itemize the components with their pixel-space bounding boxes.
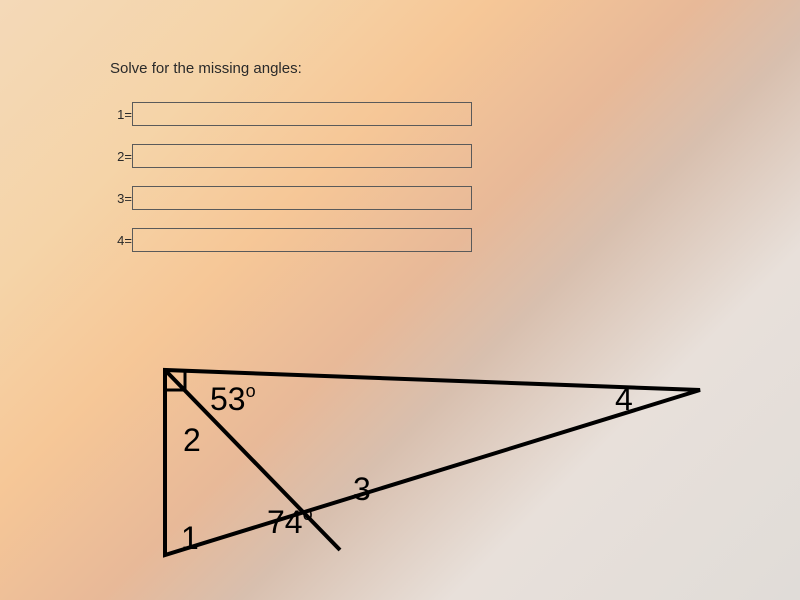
input-row-2: 2= <box>110 144 800 168</box>
input-row-3: 3= <box>110 186 800 210</box>
input-4[interactable] <box>132 228 472 252</box>
input-label-4: 4= <box>110 233 132 248</box>
angle-1: 1 <box>181 520 199 556</box>
input-label-2: 2= <box>110 149 132 164</box>
input-label-1: 1= <box>110 107 132 122</box>
worksheet: Solve for the missing angles: 1= 2= 3= 4… <box>0 0 800 252</box>
input-row-1: 1= <box>110 102 800 126</box>
angle-4: 4 <box>615 381 633 417</box>
triangle-figure: 53o2 74o 3 1 4 <box>145 355 715 575</box>
angle-2: 2 <box>183 422 201 458</box>
angle-53: 53o <box>210 381 256 417</box>
prompt-text: Solve for the missing angles: <box>110 60 800 77</box>
input-1[interactable] <box>132 102 472 126</box>
input-2[interactable] <box>132 144 472 168</box>
input-row-4: 4= <box>110 228 800 252</box>
angle-74: 74o <box>267 504 313 540</box>
input-label-3: 3= <box>110 191 132 206</box>
input-3[interactable] <box>132 186 472 210</box>
angle-3: 3 <box>353 471 371 507</box>
